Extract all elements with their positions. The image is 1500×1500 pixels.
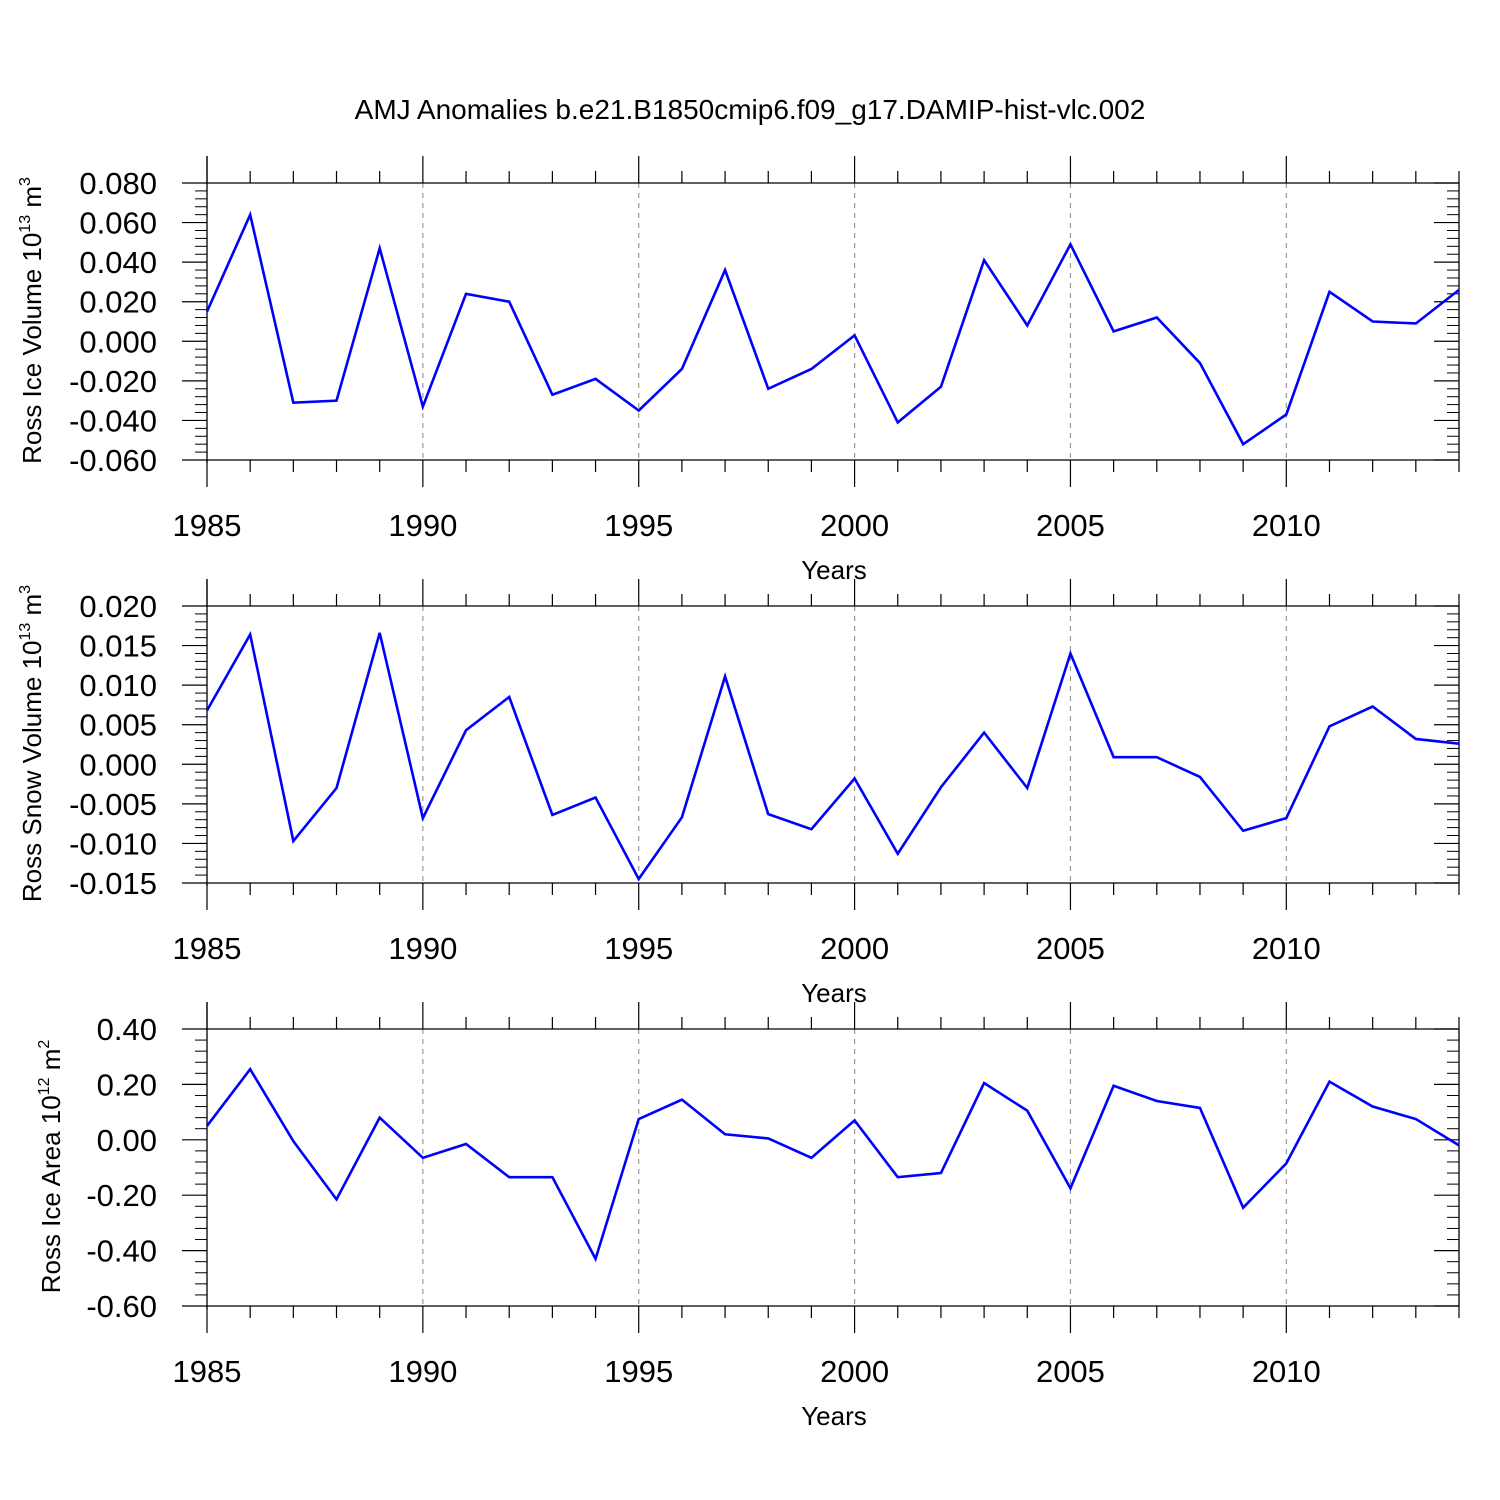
y-axis-label-part: m bbox=[17, 594, 47, 623]
x-tick-label: 1985 bbox=[173, 931, 242, 966]
y-tick-label: -0.40 bbox=[86, 1234, 157, 1269]
x-tick-label: 2000 bbox=[820, 508, 889, 543]
y-tick-label: 0.020 bbox=[79, 285, 157, 320]
y-tick-label: 0.005 bbox=[79, 708, 157, 743]
x-tick-label: 1990 bbox=[388, 508, 457, 543]
y-tick-label: -0.060 bbox=[69, 443, 157, 478]
x-tick-label: 1995 bbox=[604, 931, 673, 966]
chart-panel-2: 1985 1990 1995 2000 2005 2010 -0.015 -0.010 -0.0… bbox=[17, 579, 1460, 1008]
series-line bbox=[205, 210, 1460, 447]
x-axis-label: Years bbox=[801, 555, 867, 585]
y-tick-label: 0.010 bbox=[79, 668, 157, 703]
y-tick-label: 0.40 bbox=[97, 1012, 157, 1047]
y-axis-label-part: Ross Snow Volume 10 bbox=[17, 641, 47, 903]
y-tick-label: -0.20 bbox=[86, 1178, 157, 1213]
x-tick-label: 1995 bbox=[604, 508, 673, 543]
y-axis-label-part: m bbox=[36, 1049, 66, 1078]
y-tick-label: 0.000 bbox=[79, 324, 157, 359]
y-axis-label-part: m bbox=[17, 186, 47, 215]
y-tick-label: -0.020 bbox=[69, 364, 157, 399]
y-axis-label-part: 3 bbox=[17, 177, 34, 186]
y-tick-label: 0.020 bbox=[79, 589, 157, 624]
x-tick-label: 2000 bbox=[820, 1354, 889, 1389]
y-axis-label-part: 3 bbox=[17, 585, 34, 594]
x-tick-label: 1985 bbox=[173, 508, 242, 543]
y-tick-label: 0.000 bbox=[79, 747, 157, 782]
x-axis-label: Years bbox=[801, 978, 867, 1008]
y-tick-label: 0.00 bbox=[97, 1123, 157, 1158]
x-tick-label: 2010 bbox=[1252, 931, 1321, 966]
y-axis-label-part: Ross Ice Area 10 bbox=[36, 1095, 66, 1293]
y-axis-label-part: 12 bbox=[36, 1077, 53, 1095]
x-tick-label: 2000 bbox=[820, 931, 889, 966]
y-tick-label: 0.080 bbox=[79, 166, 157, 201]
y-tick-label: 0.060 bbox=[79, 206, 157, 241]
chart-panel-3: 1985 1990 1995 2000 2005 2010 -0.60 -0.40 -0.20 0… bbox=[36, 1002, 1460, 1431]
y-axis-label: Ross Snow Volume 1013 m3 bbox=[17, 585, 47, 902]
series-line bbox=[205, 1066, 1460, 1263]
y-tick-label: 0.015 bbox=[79, 629, 157, 664]
x-tick-label: 2010 bbox=[1252, 508, 1321, 543]
chart-panel-1: 1985 1990 1995 2000 2005 2010 -0.060 -0.040 -0.0… bbox=[17, 156, 1460, 585]
y-axis-label-part: 2 bbox=[36, 1040, 53, 1049]
x-tick-label: 2005 bbox=[1036, 508, 1105, 543]
x-tick-label: 1990 bbox=[388, 1354, 457, 1389]
y-tick-label: -0.010 bbox=[69, 826, 157, 861]
y-axis-label: Ross Ice Volume 1013 m3 bbox=[17, 177, 47, 464]
x-tick-label: 2010 bbox=[1252, 1354, 1321, 1389]
x-axis-label: Years bbox=[801, 1401, 867, 1431]
y-tick-label: 0.040 bbox=[79, 245, 157, 280]
y-axis-label-part: 13 bbox=[17, 623, 34, 641]
x-tick-label: 1985 bbox=[173, 1354, 242, 1389]
y-tick-label: -0.015 bbox=[69, 866, 157, 901]
panels: 1985 1990 1995 2000 2005 2010 -0.060 -0.040 -0.0… bbox=[17, 156, 1460, 1431]
y-axis-label: Ross Ice Area 1012 m2 bbox=[36, 1040, 66, 1294]
y-tick-label: -0.60 bbox=[86, 1289, 157, 1324]
series-line bbox=[205, 630, 1460, 882]
figure-title: AMJ Anomalies b.e21.B1850cmip6.f09_g17.D… bbox=[355, 94, 1146, 125]
y-tick-label: -0.005 bbox=[69, 787, 157, 822]
x-tick-label: 1990 bbox=[388, 931, 457, 966]
x-tick-label: 2005 bbox=[1036, 931, 1105, 966]
y-axis-label-part: Ross Ice Volume 10 bbox=[17, 233, 47, 464]
y-tick-label: -0.040 bbox=[69, 403, 157, 438]
x-tick-label: 2005 bbox=[1036, 1354, 1105, 1389]
y-tick-label: 0.20 bbox=[97, 1067, 157, 1102]
y-axis-label-part: 13 bbox=[17, 215, 34, 233]
x-tick-label: 1995 bbox=[604, 1354, 673, 1389]
